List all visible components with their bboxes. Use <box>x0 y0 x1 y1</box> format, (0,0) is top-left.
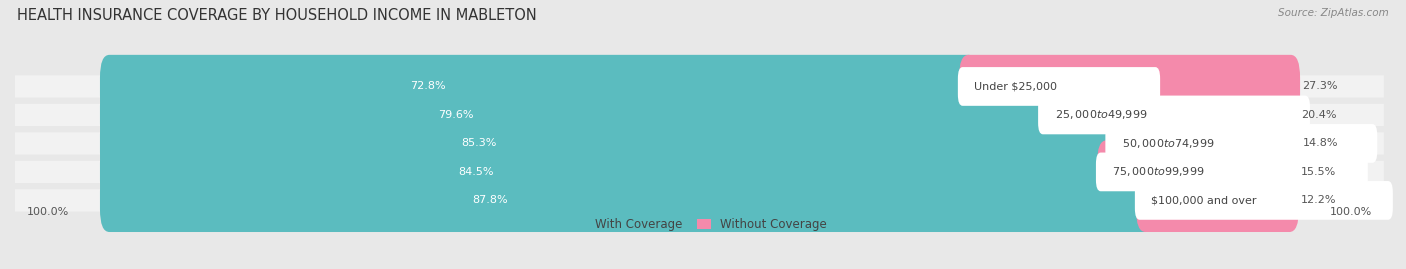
Text: 27.3%: 27.3% <box>1302 82 1339 91</box>
FancyBboxPatch shape <box>1105 124 1378 163</box>
FancyBboxPatch shape <box>15 161 1384 183</box>
FancyBboxPatch shape <box>1136 169 1299 232</box>
FancyBboxPatch shape <box>100 169 1154 232</box>
Text: 100.0%: 100.0% <box>27 207 69 217</box>
Text: 14.8%: 14.8% <box>1302 139 1339 148</box>
FancyBboxPatch shape <box>15 104 1384 126</box>
Text: 84.5%: 84.5% <box>458 167 494 177</box>
FancyBboxPatch shape <box>1135 181 1393 220</box>
FancyBboxPatch shape <box>100 140 1116 204</box>
FancyBboxPatch shape <box>1038 95 1310 134</box>
FancyBboxPatch shape <box>1107 112 1301 175</box>
Text: $25,000 to $49,999: $25,000 to $49,999 <box>1054 108 1147 121</box>
FancyBboxPatch shape <box>15 132 1384 154</box>
FancyBboxPatch shape <box>100 112 1125 175</box>
FancyBboxPatch shape <box>1039 83 1299 147</box>
Text: Under $25,000: Under $25,000 <box>974 82 1057 91</box>
FancyBboxPatch shape <box>15 189 1384 211</box>
Text: 12.2%: 12.2% <box>1302 195 1337 206</box>
Text: 87.8%: 87.8% <box>472 195 508 206</box>
FancyBboxPatch shape <box>100 83 1059 147</box>
Text: 20.4%: 20.4% <box>1302 110 1337 120</box>
Text: 79.6%: 79.6% <box>439 110 474 120</box>
Text: HEALTH INSURANCE COVERAGE BY HOUSEHOLD INCOME IN MABLETON: HEALTH INSURANCE COVERAGE BY HOUSEHOLD I… <box>17 8 537 23</box>
Text: 100.0%: 100.0% <box>1330 207 1372 217</box>
Text: 85.3%: 85.3% <box>461 139 498 148</box>
Text: $75,000 to $99,999: $75,000 to $99,999 <box>1112 165 1205 178</box>
Text: $100,000 and over: $100,000 and over <box>1152 195 1257 206</box>
Text: 72.8%: 72.8% <box>411 82 446 91</box>
FancyBboxPatch shape <box>100 55 979 118</box>
FancyBboxPatch shape <box>1095 153 1368 191</box>
Text: 15.5%: 15.5% <box>1302 167 1337 177</box>
Legend: With Coverage, Without Coverage: With Coverage, Without Coverage <box>572 218 827 231</box>
Text: $50,000 to $74,999: $50,000 to $74,999 <box>1122 137 1215 150</box>
FancyBboxPatch shape <box>15 75 1384 98</box>
FancyBboxPatch shape <box>957 67 1160 106</box>
FancyBboxPatch shape <box>1097 140 1299 204</box>
Text: Source: ZipAtlas.com: Source: ZipAtlas.com <box>1278 8 1389 18</box>
FancyBboxPatch shape <box>959 55 1301 118</box>
